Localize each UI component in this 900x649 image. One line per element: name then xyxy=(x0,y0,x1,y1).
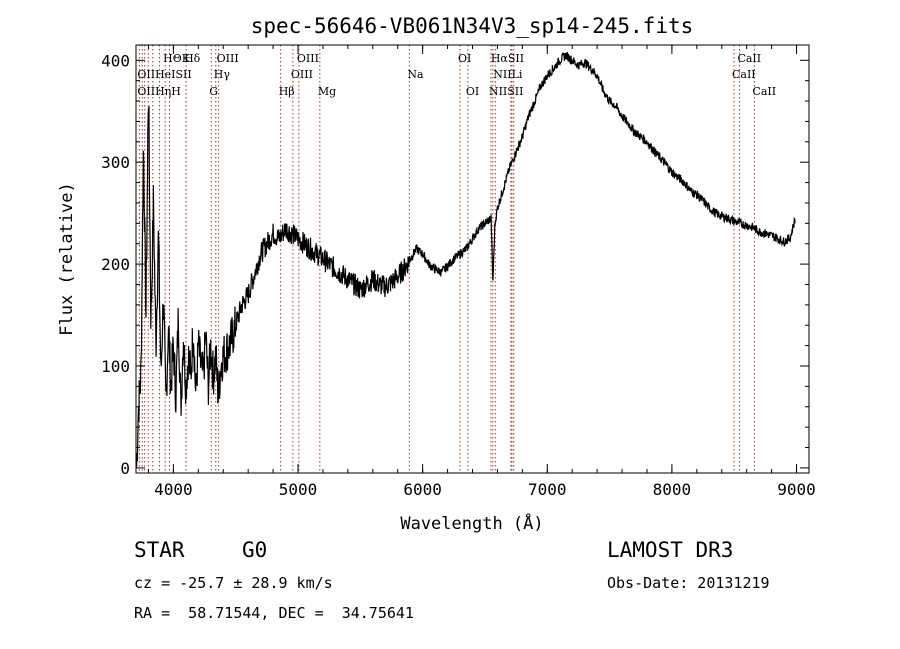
object-subclass: G0 xyxy=(242,538,268,562)
spectral-line-label: G xyxy=(209,85,218,98)
x-axis-label: Wavelength (Å) xyxy=(400,512,543,534)
spectral-line-label: CaII xyxy=(732,68,756,81)
spectral-line-label: NIISII xyxy=(489,85,524,98)
spectral-line-label: HαSII xyxy=(491,52,524,65)
survey-name: LAMOST DR3 xyxy=(607,538,734,562)
x-tick-label: 5000 xyxy=(279,480,318,499)
spectral-line-markers xyxy=(138,45,755,473)
y-tick-label: 400 xyxy=(101,51,130,70)
observation-date: Obs-Date: 20131219 xyxy=(607,574,770,592)
spectral-line-label: OIII xyxy=(291,68,313,81)
x-tick-label: 7000 xyxy=(528,480,567,499)
y-tick-label: 100 xyxy=(101,357,130,376)
spectrum-line xyxy=(136,51,796,469)
redshift-value: cz = -25.7 ± 28.9 km/s xyxy=(134,574,333,592)
spectral-line-label: Na xyxy=(407,68,424,81)
chart-title: spec-56646-VB061N34V3_sp14-245.fits xyxy=(251,14,694,38)
spectral-line-label: Hγ xyxy=(214,68,231,81)
spectral-line-label: CaII xyxy=(752,85,776,98)
spectral-line-label: OI xyxy=(466,85,479,98)
spectral-line-label: Mg xyxy=(318,85,336,98)
y-tick-label: 0 xyxy=(120,459,130,478)
x-tick-label: 8000 xyxy=(653,480,692,499)
spectral-line-label: NIILi xyxy=(493,68,523,81)
coordinates: RA = 58.71544, DEC = 34.75641 xyxy=(134,604,414,622)
axis-ticks: 4000 5000 6000 7000 8000 9000 0 100 200 300 400 xyxy=(101,45,816,499)
plot-frame xyxy=(135,44,810,474)
x-tick-label: 9000 xyxy=(777,480,816,499)
spectral-line-label: OIIHeISII xyxy=(137,68,191,81)
spectral-line-label: OI xyxy=(458,52,471,65)
x-tick-label: 4000 xyxy=(154,480,193,499)
spectral-line-label: OIII xyxy=(297,52,319,65)
spectral-line-label: OIIHηH xyxy=(137,85,180,98)
spectral-line-label: Hβ xyxy=(279,85,295,98)
spectral-line-label: OIII xyxy=(217,52,239,65)
object-class: STAR xyxy=(134,538,185,562)
x-tick-label: 6000 xyxy=(403,480,442,499)
spectral-line-label: HΘK xyxy=(163,52,191,65)
y-tick-label: 300 xyxy=(101,153,130,172)
spectral-line-label: Hδ xyxy=(184,52,201,65)
spectral-line-label: CaII xyxy=(737,52,761,65)
y-tick-label: 200 xyxy=(101,255,130,274)
y-axis-label: Flux (relative) xyxy=(57,182,77,336)
